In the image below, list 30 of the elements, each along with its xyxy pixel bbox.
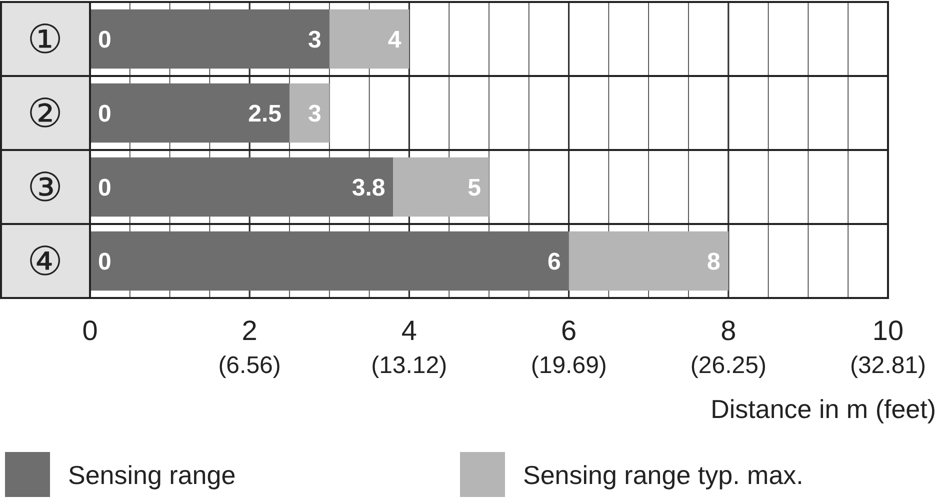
x-tick-label: 6 xyxy=(561,315,577,346)
annotation: 0 xyxy=(98,26,112,54)
x2-tick-label: (26.25) xyxy=(690,352,766,379)
data-label: 3.8 xyxy=(352,174,386,202)
annotation: 0 xyxy=(98,248,112,276)
y-tick-label: ① xyxy=(27,18,63,62)
data-label: 3 xyxy=(308,26,322,54)
y-tick-label: ③ xyxy=(27,166,63,210)
data-label: 2.5 xyxy=(248,100,282,128)
x-tick-label: 0 xyxy=(82,315,98,346)
annotation: 8 xyxy=(707,248,720,276)
legend-label: Sensing range xyxy=(68,460,236,490)
data-label: 6 xyxy=(547,248,561,276)
annotation: 3 xyxy=(308,100,322,128)
x-tick-label: 4 xyxy=(401,315,417,346)
annotation: 0 xyxy=(98,100,112,128)
annotation: 5 xyxy=(468,174,481,202)
x2-tick-label: (13.12) xyxy=(371,352,448,379)
legend-label: Sensing range typ. max. xyxy=(523,460,804,490)
x-axis-title: Distance in m (feet) xyxy=(710,394,936,424)
x-tick-label: 8 xyxy=(720,315,736,346)
annotation: 0 xyxy=(98,174,112,202)
x2-tick-label: (32.81) xyxy=(850,352,926,379)
annotation: 4 xyxy=(388,26,402,54)
y-tick-label: ④ xyxy=(27,240,63,284)
y-tick-label: ② xyxy=(27,92,63,136)
x-tick-label: 10 xyxy=(872,315,904,346)
x2-tick-label: (6.56) xyxy=(218,352,281,379)
x2-tick-label: (19.69) xyxy=(530,352,607,379)
x-tick-label: 2 xyxy=(242,315,258,346)
